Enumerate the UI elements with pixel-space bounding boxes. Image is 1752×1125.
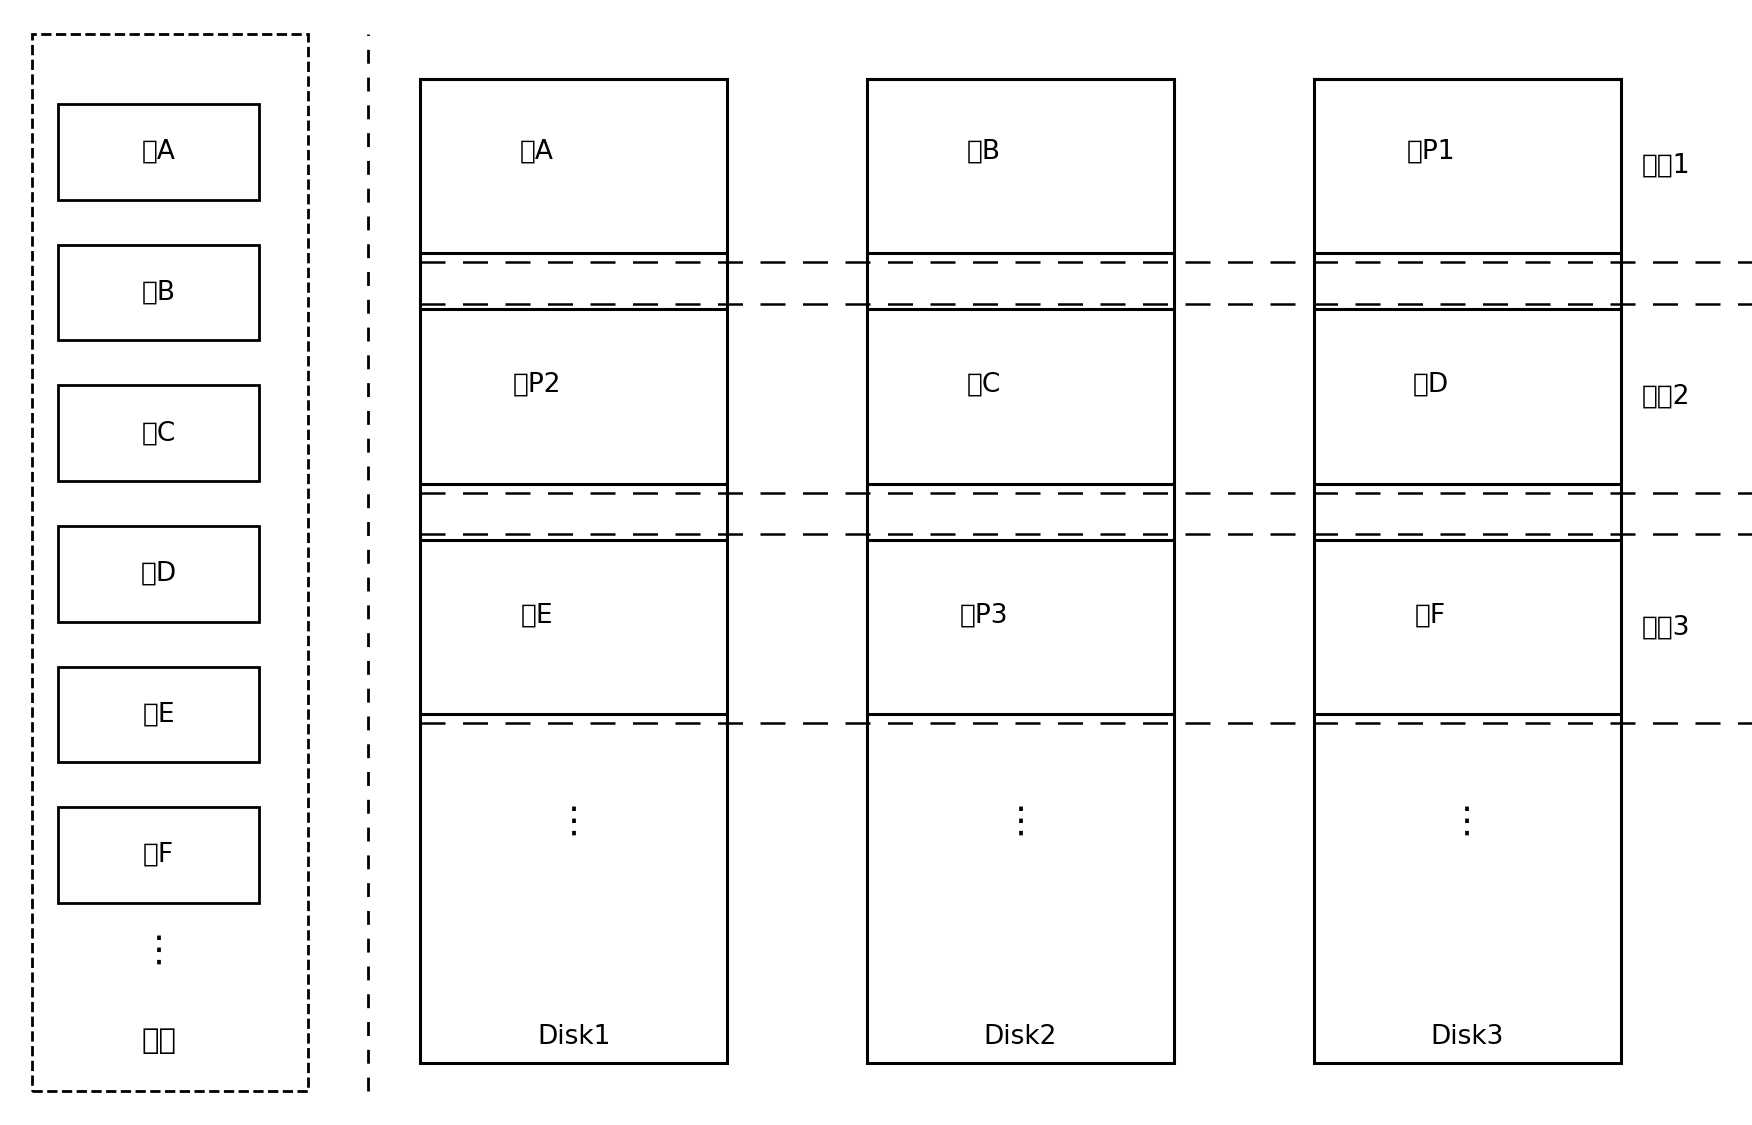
Text: ⋮: ⋮ (555, 804, 592, 838)
Text: 块F: 块F (1416, 602, 1445, 629)
Text: 块A: 块A (520, 138, 554, 165)
Bar (58, 666, 259, 763)
Bar (32, 34, 308, 1091)
Bar (58, 385, 259, 482)
Text: 块B: 块B (967, 138, 1000, 165)
Bar (58, 244, 259, 340)
Text: Disk3: Disk3 (1431, 1024, 1503, 1051)
Text: Disk1: Disk1 (538, 1024, 610, 1051)
Text: 块P1: 块P1 (1407, 138, 1454, 165)
Text: 块P3: 块P3 (960, 602, 1007, 629)
Text: 块A: 块A (142, 138, 175, 165)
Text: 条剈3: 条剈3 (1642, 614, 1691, 640)
Text: 块B: 块B (142, 279, 175, 306)
Text: 块D: 块D (1412, 371, 1449, 398)
Text: 块P2: 块P2 (513, 371, 561, 398)
Bar (1314, 79, 1621, 1063)
Text: 块F: 块F (144, 842, 173, 868)
Bar (420, 79, 727, 1063)
Text: 块E: 块E (520, 602, 554, 629)
Text: 条剈2: 条剈2 (1642, 384, 1691, 410)
Text: ⋮: ⋮ (140, 934, 177, 968)
Text: ⋮: ⋮ (1002, 804, 1039, 838)
Bar (58, 526, 259, 621)
Bar (58, 808, 259, 902)
Text: 块C: 块C (967, 371, 1000, 398)
Bar (867, 79, 1174, 1063)
Text: ⋮: ⋮ (1449, 804, 1486, 838)
Text: Disk2: Disk2 (985, 1024, 1056, 1051)
Text: 条剈1: 条剈1 (1642, 153, 1691, 179)
Text: 块D: 块D (140, 560, 177, 587)
Bar (58, 104, 259, 200)
Text: 块C: 块C (142, 420, 175, 447)
Text: 数据: 数据 (142, 1027, 175, 1054)
Text: 块E: 块E (142, 701, 175, 728)
